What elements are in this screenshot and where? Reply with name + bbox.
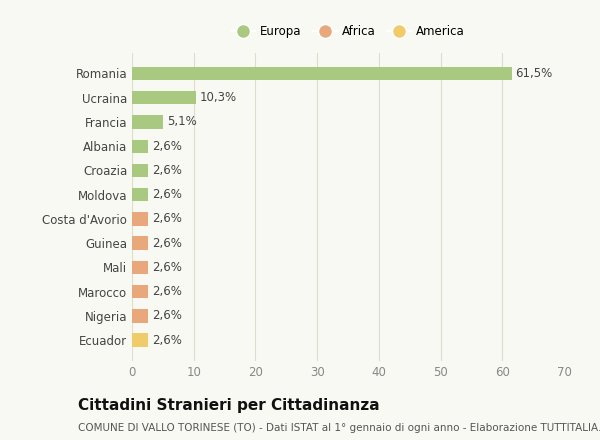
Text: 10,3%: 10,3% [199, 91, 236, 104]
Bar [132, 309, 148, 323]
Legend: Europa, Africa, America: Europa, Africa, America [228, 22, 468, 42]
Text: 2,6%: 2,6% [152, 164, 182, 177]
Bar [132, 67, 512, 80]
Text: 2,6%: 2,6% [152, 213, 182, 225]
Bar [132, 236, 148, 250]
Text: COMUNE DI VALLO TORINESE (TO) - Dati ISTAT al 1° gennaio di ogni anno - Elaboraz: COMUNE DI VALLO TORINESE (TO) - Dati IST… [78, 423, 600, 433]
Text: 2,6%: 2,6% [152, 188, 182, 201]
Text: 2,6%: 2,6% [152, 334, 182, 347]
Text: Cittadini Stranieri per Cittadinanza: Cittadini Stranieri per Cittadinanza [78, 398, 380, 413]
Bar [132, 285, 148, 298]
Text: 2,6%: 2,6% [152, 139, 182, 153]
Text: 2,6%: 2,6% [152, 285, 182, 298]
Bar [132, 212, 148, 226]
Bar [132, 261, 148, 274]
Text: 2,6%: 2,6% [152, 261, 182, 274]
Bar [132, 139, 148, 153]
Text: 5,1%: 5,1% [167, 115, 197, 128]
Bar [132, 115, 163, 128]
Text: 2,6%: 2,6% [152, 309, 182, 323]
Text: 61,5%: 61,5% [515, 67, 553, 80]
Bar [132, 188, 148, 202]
Bar [132, 334, 148, 347]
Bar [132, 91, 196, 104]
Text: 2,6%: 2,6% [152, 237, 182, 249]
Bar [132, 164, 148, 177]
